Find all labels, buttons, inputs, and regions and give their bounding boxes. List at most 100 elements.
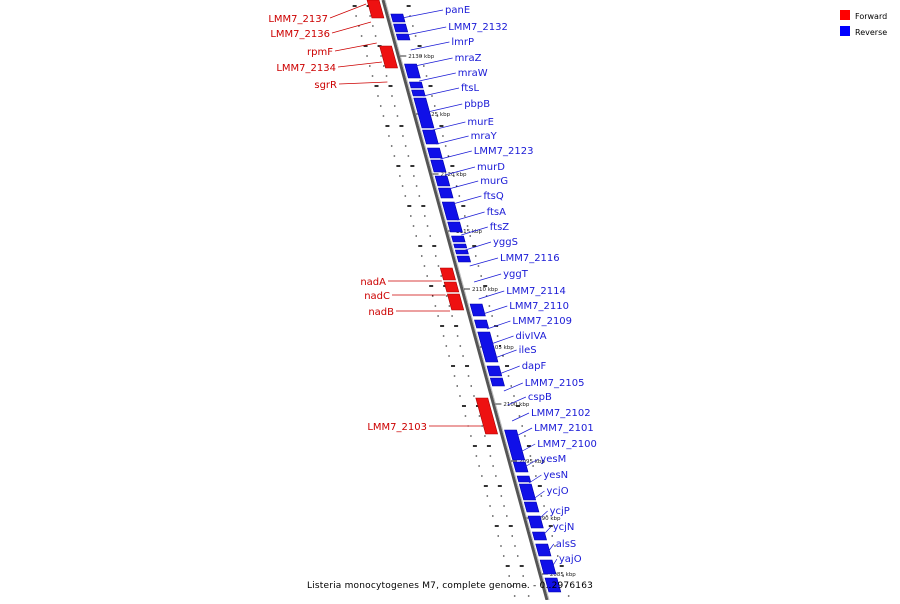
reverse-gene-label[interactable]: LMM7_2100 xyxy=(537,439,597,450)
reverse-gene-label[interactable]: murE xyxy=(467,117,494,128)
kbp-tick-label: 2130 kbp xyxy=(408,54,434,60)
gene-feature[interactable] xyxy=(456,255,472,263)
reverse-gene-label[interactable]: LMM7_2110 xyxy=(509,301,569,312)
gene-feature[interactable] xyxy=(395,33,411,41)
reverse-gene-label[interactable]: lmrP xyxy=(451,37,474,48)
gene-feature[interactable] xyxy=(454,249,469,255)
forward-gene-label[interactable]: LMM7_2136 xyxy=(270,29,330,40)
reverse-gene-leader xyxy=(538,510,548,520)
gene-feature[interactable] xyxy=(486,365,503,377)
kbp-tick-label: 2085 kbp xyxy=(550,572,576,578)
forward-gene-label[interactable]: LMM7_2134 xyxy=(276,63,336,74)
reverse-gene-label[interactable]: panE xyxy=(445,5,470,16)
gene-feature[interactable] xyxy=(474,319,490,329)
reverse-gene-leader xyxy=(524,458,539,468)
gene-feature[interactable] xyxy=(523,501,540,513)
reverse-gene-leader xyxy=(469,257,499,267)
reverse-gene-label[interactable]: pbpB xyxy=(464,99,490,110)
reverse-gene-label[interactable]: ileS xyxy=(519,345,537,356)
forward-gene-label[interactable]: LMM7_2137 xyxy=(268,14,328,25)
reverse-gene-label[interactable]: LMM7_2109 xyxy=(512,316,572,327)
gene-feature[interactable] xyxy=(453,243,468,249)
reverse-gene-label[interactable]: yggS xyxy=(493,237,518,248)
forward-gene-label[interactable]: nadA xyxy=(360,277,386,288)
reverse-gene-label[interactable]: yesN xyxy=(543,470,568,481)
reverse-gene-label[interactable]: LMM7_2102 xyxy=(531,408,591,419)
reverse-gene-label[interactable]: mraZ xyxy=(455,53,482,64)
reverse-gene-label[interactable]: ftsQ xyxy=(483,191,503,202)
reverse-gene-label[interactable]: yajO xyxy=(559,554,582,565)
reverse-gene-label[interactable]: LMM7_2114 xyxy=(506,286,566,297)
gene-feature[interactable] xyxy=(422,129,439,145)
reverse-gene-label[interactable]: LMM7_2132 xyxy=(448,22,508,33)
gene-feature[interactable] xyxy=(512,461,529,473)
reverse-gene-label[interactable]: divIVA xyxy=(516,331,547,342)
reverse-gene-label[interactable]: LMM7_2116 xyxy=(500,253,560,264)
reverse-gene-label[interactable]: LMM7_2123 xyxy=(474,146,534,157)
reverse-gene-leader xyxy=(486,320,511,330)
gene-feature[interactable] xyxy=(504,429,526,461)
gene-feature[interactable] xyxy=(430,159,447,173)
label-leader-lines xyxy=(329,3,558,568)
reverse-gene-label[interactable]: mraY xyxy=(471,131,498,142)
gene-feature[interactable] xyxy=(409,81,424,89)
gene-feature[interactable] xyxy=(477,331,499,363)
gene-feature[interactable] xyxy=(518,483,537,501)
gene-feature[interactable] xyxy=(469,303,486,317)
gene-feature[interactable] xyxy=(535,543,552,557)
gene-feature[interactable] xyxy=(527,515,544,529)
gene-feature[interactable] xyxy=(446,293,465,311)
forward-gene-label[interactable]: LMM7_2103 xyxy=(367,422,427,433)
gene-feature[interactable] xyxy=(475,397,499,435)
gene-feature[interactable] xyxy=(393,23,409,33)
reverse-gene-label[interactable]: LMM7_2101 xyxy=(534,423,594,434)
gene-feature[interactable] xyxy=(532,531,547,541)
forward-gene-label[interactable]: sgrR xyxy=(314,80,337,91)
reverse-gene-label[interactable]: yesM xyxy=(540,454,566,465)
reverse-gene-label[interactable]: murD xyxy=(477,162,505,173)
gene-feature[interactable] xyxy=(379,45,398,69)
gene-feature[interactable] xyxy=(489,377,505,387)
reverse-gene-label[interactable]: ycjN xyxy=(553,522,575,533)
forward-gene-leader xyxy=(337,61,382,68)
reverse-gene-label[interactable]: alsS xyxy=(556,539,576,550)
reverse-gene-label[interactable]: mraW xyxy=(458,68,488,79)
gene-feature[interactable] xyxy=(447,221,463,233)
reverse-gene-leader xyxy=(419,72,456,82)
gene-feature[interactable] xyxy=(434,175,451,187)
kbp-tick-label: 2115 kbp xyxy=(456,229,482,235)
gene-feature[interactable] xyxy=(437,187,454,199)
reverse-gene-leader xyxy=(511,412,530,422)
kbp-ticks: 2130 kbp 2125 kbp 2120 kbp 2115 kbp 2110 kbp… xyxy=(400,54,576,578)
forward-gene-label[interactable]: nadB xyxy=(368,307,394,318)
gene-feature[interactable] xyxy=(441,201,460,221)
forward-gene-label[interactable]: nadC xyxy=(364,291,390,302)
gene-feature[interactable] xyxy=(366,0,385,19)
gene-feature[interactable] xyxy=(427,147,443,159)
forward-gene-leader xyxy=(331,21,372,34)
legend-reverse-swatch xyxy=(840,26,850,36)
reverse-gene-label[interactable]: ycjP xyxy=(550,506,570,517)
gene-feature[interactable] xyxy=(390,13,406,23)
forward-gene-label[interactable]: rpmF xyxy=(307,47,333,58)
reverse-gene-label[interactable]: ycjO xyxy=(547,486,569,497)
gene-feature[interactable] xyxy=(443,281,460,293)
gene-feature[interactable] xyxy=(539,559,557,575)
reverse-gene-label[interactable]: yggT xyxy=(503,269,529,280)
reverse-gene-label[interactable]: ftsA xyxy=(487,207,506,218)
gene-feature[interactable] xyxy=(411,89,426,97)
reverse-gene-label[interactable]: murG xyxy=(480,176,508,187)
reverse-gene-leader xyxy=(410,41,450,51)
gene-feature[interactable] xyxy=(404,63,421,79)
reverse-gene-label[interactable]: cspB xyxy=(528,392,552,403)
gene-feature[interactable] xyxy=(413,97,435,129)
reverse-gene-label[interactable]: ftsZ xyxy=(490,222,509,233)
reverse-gene-leader xyxy=(440,150,472,160)
reverse-gene-label[interactable]: ftsL xyxy=(461,83,479,94)
gene-feature[interactable] xyxy=(516,475,532,483)
gene-feature[interactable] xyxy=(439,267,456,281)
gene-feature[interactable] xyxy=(544,577,562,593)
reverse-gene-label[interactable]: LMM7_2105 xyxy=(525,378,585,389)
reverse-gene-label[interactable]: dapF xyxy=(522,361,547,372)
gene-feature[interactable] xyxy=(451,235,466,243)
